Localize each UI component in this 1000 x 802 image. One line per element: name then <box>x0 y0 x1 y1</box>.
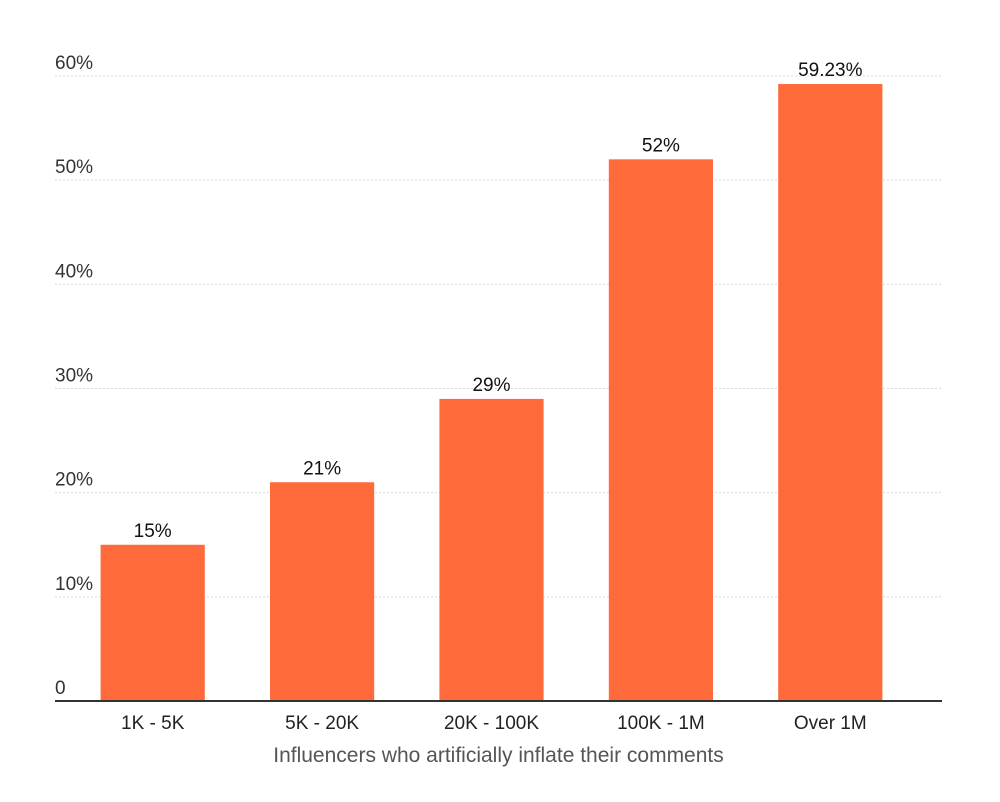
bar <box>608 159 713 702</box>
data-label: 52% <box>642 135 680 156</box>
x-tick-label: 5K - 20K <box>285 713 359 734</box>
x-tick-label: 1K - 5K <box>121 713 185 734</box>
y-tick-label: 50% <box>55 157 93 178</box>
x-tick-label: Over 1M <box>794 713 867 734</box>
y-tick-label: 40% <box>55 261 93 282</box>
data-labels: 15% 21% 29% 52% 59.23% <box>134 60 863 542</box>
bar <box>100 544 205 701</box>
data-label: 29% <box>472 375 510 396</box>
x-axis-ticks: 1K - 5K 5K - 20K 20K - 100K 100K - 1M Over 1… <box>121 713 867 734</box>
y-tick-label: 60% <box>55 53 93 74</box>
data-label: 59.23% <box>798 60 863 81</box>
x-tick-label: 20K - 100K <box>444 713 539 734</box>
data-label: 15% <box>134 521 172 542</box>
y-tick-label: 20% <box>55 470 93 491</box>
bar <box>439 398 544 701</box>
y-tick-label: 0 <box>55 678 66 699</box>
x-tick-label: 100K - 1M <box>617 713 705 734</box>
bars <box>100 84 883 702</box>
y-axis-ticks: 0 10% 20% 30% 40% 50% 60% <box>55 53 93 699</box>
bar <box>270 482 375 701</box>
y-tick-label: 30% <box>55 366 93 387</box>
x-axis-label: Influencers who artificially inflate the… <box>273 744 724 767</box>
data-label: 21% <box>303 458 341 479</box>
bar <box>778 84 883 702</box>
y-tick-label: 10% <box>55 574 93 595</box>
